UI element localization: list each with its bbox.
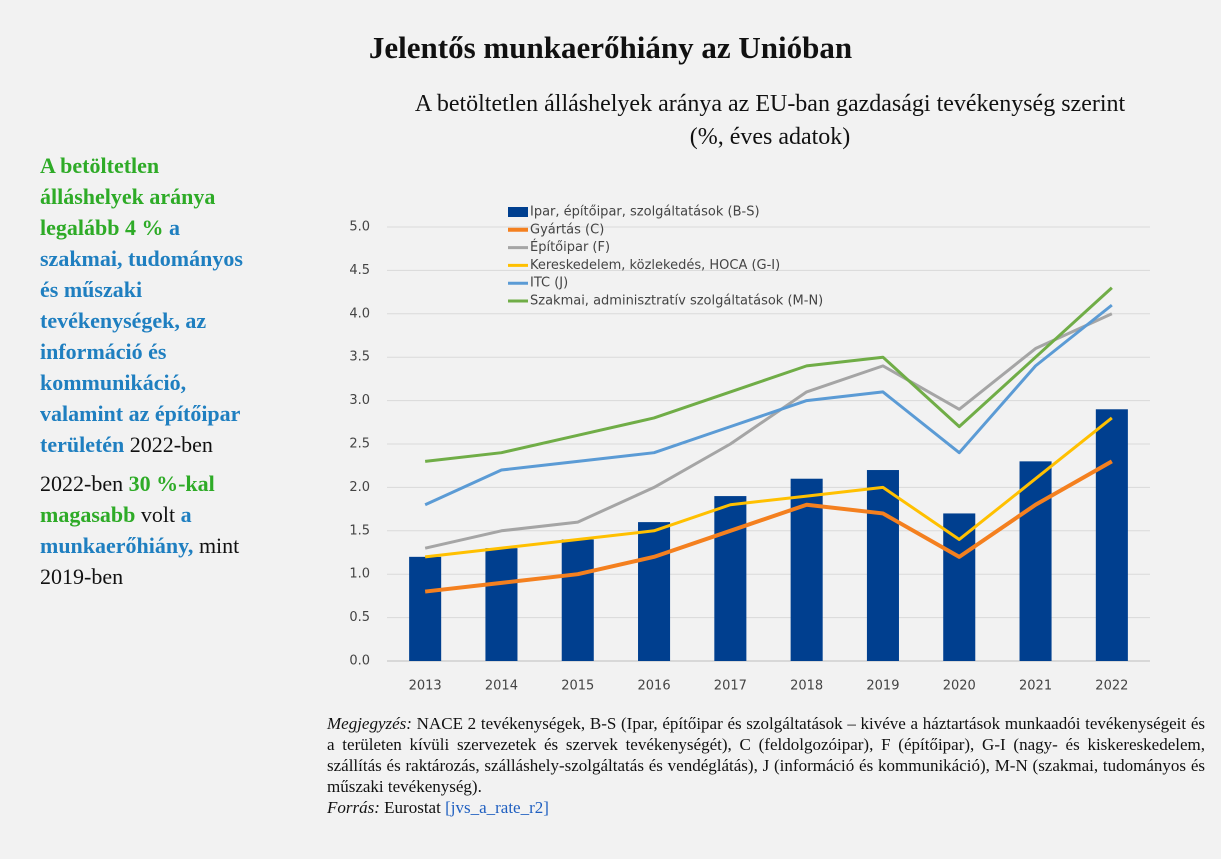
legend-label: ITC (J) xyxy=(530,276,568,291)
note: Megjegyzés: NACE 2 tevékenységek, B-S (I… xyxy=(327,713,1205,818)
y-tick-label: 3.5 xyxy=(349,350,370,365)
chart-title: A betöltetlen álláshelyek aránya az EU-b… xyxy=(414,91,1126,117)
x-tick-label: 2015 xyxy=(561,679,594,694)
y-tick-label: 2.5 xyxy=(349,437,370,452)
y-tick-label: 1.5 xyxy=(349,523,370,538)
legend-swatch xyxy=(508,207,528,217)
x-tick-label: 2022 xyxy=(1095,679,1128,694)
chart-unit: (%, éves adatok) xyxy=(689,124,851,150)
bar xyxy=(1095,409,1128,661)
source-label: Forrás: xyxy=(327,798,380,817)
line xyxy=(424,459,1113,594)
bar xyxy=(485,548,518,661)
legend-label: Kereskedelem, közlekedés, HOCA (G-I) xyxy=(530,258,780,273)
legend-label: Gyártás (C) xyxy=(530,222,604,237)
source-name: Eurostat xyxy=(384,798,441,817)
slide-title: Jelentős munkaerőhiány az Unióban xyxy=(368,30,853,65)
x-tick-label: 2020 xyxy=(943,679,976,694)
sidebar: A betöltetlen álláshelyek aránya legaláb… xyxy=(40,150,260,600)
x-tick-label: 2013 xyxy=(409,679,442,694)
source-link[interactable]: [jvs_a_rate_r2] xyxy=(445,798,549,817)
y-tick-label: 4.5 xyxy=(349,263,370,278)
x-tick-label: 2021 xyxy=(1019,679,1052,694)
line xyxy=(424,286,1113,463)
line xyxy=(424,303,1113,507)
y-tick-label: 4.0 xyxy=(349,306,370,321)
y-tick-label: 3.0 xyxy=(349,393,370,408)
bar xyxy=(866,470,899,661)
y-tick-label: 5.0 xyxy=(349,220,370,235)
sidebar-text: a munkaerőhiány, xyxy=(40,502,194,558)
x-tick-label: 2014 xyxy=(485,679,518,694)
y-tick-label: 0.5 xyxy=(349,610,370,625)
sidebar-paragraph: 2022-ben 30 %-kal magasabb volt a munkae… xyxy=(40,468,260,592)
x-tick-label: 2019 xyxy=(866,679,899,694)
sidebar-text: volt xyxy=(140,502,176,527)
y-tick-label: 1.0 xyxy=(349,567,370,582)
sidebar-text: 2022-ben xyxy=(40,471,124,496)
legend-label: Szakmai, adminisztratív szolgáltatások (… xyxy=(530,294,823,309)
line xyxy=(424,312,1113,550)
legend-label: Építőipar (F) xyxy=(530,239,610,255)
x-tick-label: 2016 xyxy=(638,679,671,694)
line xyxy=(424,416,1113,559)
source: Forrás: Eurostat [jvs_a_rate_r2] xyxy=(327,797,1205,818)
bar xyxy=(638,522,671,661)
y-tick-label: 0.0 xyxy=(349,654,370,669)
note-body: NACE 2 tevékenységek, B-S (Ipar, építőip… xyxy=(327,714,1205,796)
y-tick-label: 2.0 xyxy=(349,480,370,495)
bar xyxy=(561,539,594,661)
note-text: Megjegyzés: NACE 2 tevékenységek, B-S (I… xyxy=(327,713,1205,797)
legend-label: Ipar, építőipar, szolgáltatások (B-S) xyxy=(530,205,760,220)
sidebar-text: a szakmai, tudományos és műszaki tevéken… xyxy=(40,215,243,457)
bar xyxy=(714,496,747,661)
sidebar-text: mint 2019-ben xyxy=(40,533,240,589)
bar xyxy=(409,556,442,661)
chart-subtitle: A betöltetlen álláshelyek aránya az EU-b… xyxy=(320,88,1220,154)
sidebar-text: A betöltetlen álláshelyek aránya legaláb… xyxy=(40,153,216,240)
note-label: Megjegyzés: xyxy=(327,714,412,733)
sidebar-text: 30 %-kal magasabb xyxy=(40,471,215,527)
x-tick-label: 2018 xyxy=(790,679,823,694)
x-tick-label: 2017 xyxy=(714,679,747,694)
sidebar-text: 2022-ben xyxy=(129,432,213,457)
bar xyxy=(1019,461,1052,661)
bar xyxy=(943,513,976,661)
sidebar-paragraph: A betöltetlen álláshelyek aránya legaláb… xyxy=(40,150,260,460)
